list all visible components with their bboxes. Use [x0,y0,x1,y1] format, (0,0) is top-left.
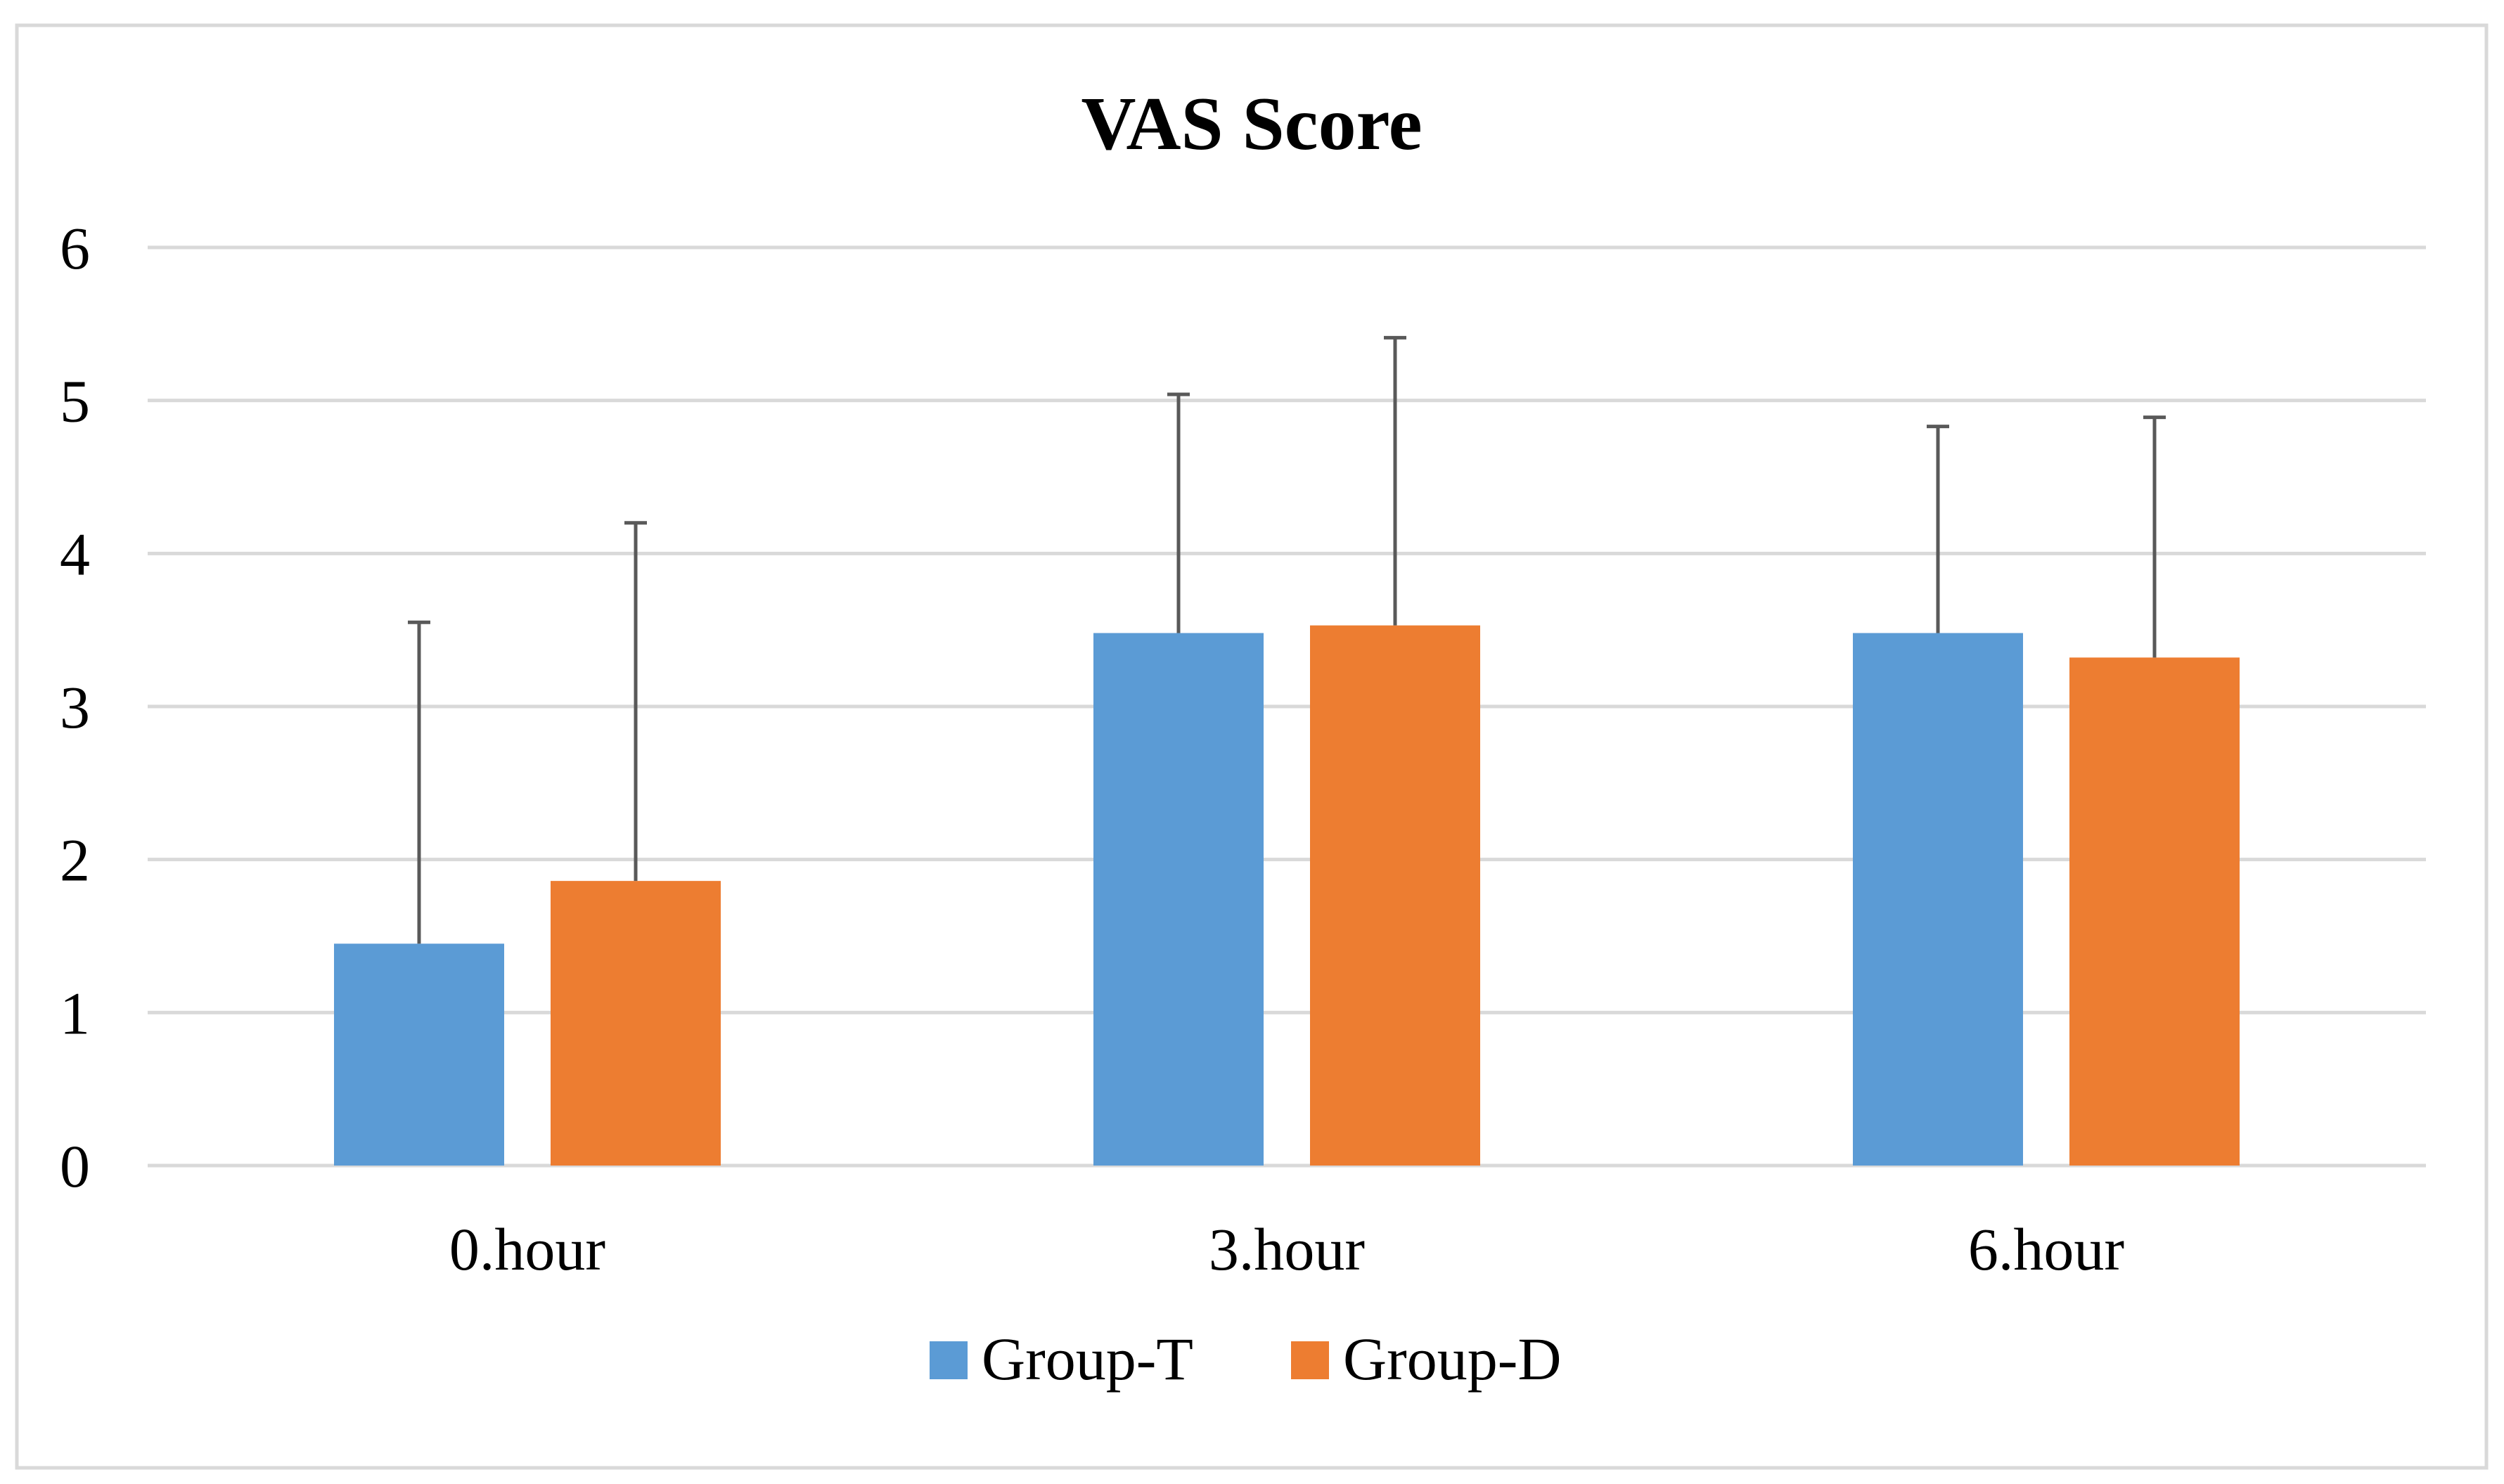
y-tick-label-0: 0 [60,1133,90,1200]
y-tick-label-4: 4 [60,520,90,588]
y-axis-tick-labels: 0 1 2 3 4 5 6 [60,214,90,1200]
bar-group-d-0-hour [551,881,721,1166]
legend: Group-T Group-D [930,1325,1562,1393]
bar-group-t-3-hour [1093,633,1264,1166]
legend-swatch-group-d [1291,1341,1329,1379]
legend-label-group-t: Group-T [982,1325,1193,1393]
chart-title: VAS Score [1081,82,1422,166]
y-tick-label-5: 5 [60,368,90,435]
x-axis-tick-labels: 0.hour 3.hour 6.hour [449,1215,2124,1283]
x-tick-label-0-hour: 0.hour [449,1215,605,1283]
bar-group-d-6-hour [2069,657,2240,1166]
bars [334,625,2240,1166]
bar-group-d-3-hour [1310,625,1480,1166]
bar-group-t-0-hour [334,943,504,1166]
x-tick-label-3-hour: 3.hour [1209,1215,1365,1283]
gridlines [148,245,2426,1168]
y-tick-label-2: 2 [60,827,90,894]
legend-swatch-group-t [930,1341,968,1379]
y-tick-label-6: 6 [60,214,90,282]
x-tick-label-6-hour: 6.hour [1968,1215,2124,1283]
bar-group-t-6-hour [1853,633,2023,1166]
y-tick-label-1: 1 [60,979,90,1047]
legend-label-group-d: Group-D [1343,1325,1562,1393]
error-bars [408,335,2166,944]
y-tick-label-3: 3 [60,673,90,741]
